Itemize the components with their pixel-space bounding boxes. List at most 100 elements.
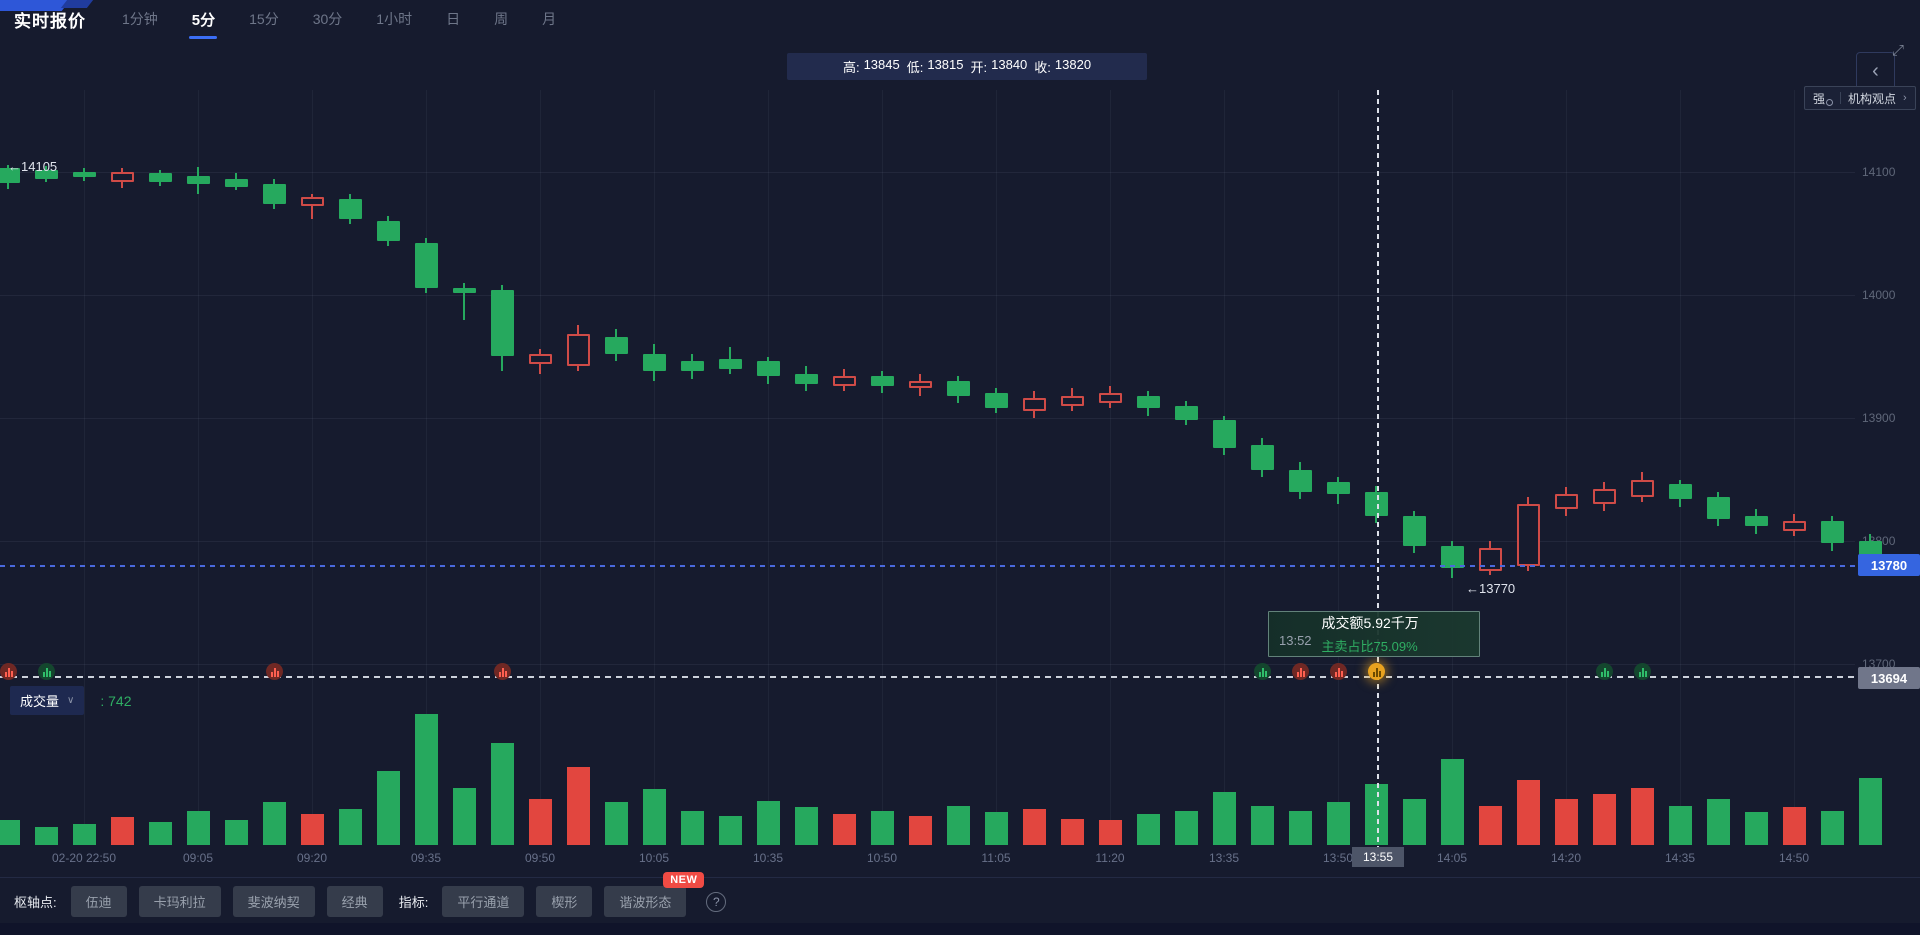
- candlestick[interactable]: [263, 184, 286, 204]
- pivot-button-伍迪[interactable]: 伍迪: [70, 886, 127, 917]
- candlestick[interactable]: [1707, 496, 1730, 519]
- candlestick[interactable]: [187, 175, 210, 185]
- volume-bar[interactable]: [149, 822, 172, 845]
- candlestick[interactable]: [1213, 420, 1236, 448]
- volume-bar[interactable]: [1593, 794, 1616, 845]
- candlestick[interactable]: [529, 354, 552, 364]
- candlestick[interactable]: [1061, 395, 1084, 406]
- signal-marker-icon[interactable]: [1368, 663, 1385, 680]
- candlestick[interactable]: [947, 381, 970, 396]
- volume-bar[interactable]: [73, 823, 96, 845]
- candlestick[interactable]: [453, 287, 476, 293]
- candlestick[interactable]: [415, 243, 438, 288]
- volume-bar[interactable]: [1555, 799, 1578, 845]
- volume-bar[interactable]: [1707, 799, 1730, 845]
- candlestick[interactable]: [1479, 548, 1502, 571]
- timeframe-tab-周[interactable]: 周: [494, 11, 509, 27]
- volume-indicator-dropdown[interactable]: 成交量 ∨: [10, 686, 85, 715]
- volume-bar[interactable]: [1631, 787, 1654, 845]
- candlestick[interactable]: [1821, 521, 1844, 544]
- volume-bar[interactable]: [1137, 813, 1160, 845]
- timeframe-tab-月[interactable]: 月: [542, 11, 557, 27]
- volume-bar[interactable]: [453, 787, 476, 845]
- signal-marker-icon[interactable]: [1634, 663, 1651, 680]
- candlestick[interactable]: [73, 172, 96, 177]
- volume-bar[interactable]: [757, 800, 780, 845]
- volume-bar[interactable]: [1023, 808, 1046, 845]
- volume-bar[interactable]: [871, 810, 894, 845]
- volume-bar[interactable]: [1441, 759, 1464, 845]
- candlestick[interactable]: [643, 354, 666, 372]
- pivot-button-经典[interactable]: 经典: [326, 886, 383, 917]
- volume-bar[interactable]: [1783, 807, 1806, 845]
- volume-bar[interactable]: [605, 802, 628, 845]
- indicator-button-平行通道[interactable]: 平行通道: [442, 886, 525, 917]
- candlestick[interactable]: [1327, 481, 1350, 495]
- candlestick[interactable]: [719, 358, 742, 369]
- volume-bar[interactable]: [1365, 784, 1388, 845]
- signal-marker-icon[interactable]: [0, 663, 17, 680]
- signal-marker-icon[interactable]: [38, 663, 55, 680]
- signal-marker-icon[interactable]: [266, 663, 283, 680]
- volume-bar[interactable]: [225, 820, 248, 845]
- signal-marker-icon[interactable]: [1292, 663, 1309, 680]
- candlestick[interactable]: [1137, 395, 1160, 409]
- candlestick[interactable]: [1289, 469, 1312, 492]
- volume-bar[interactable]: [719, 815, 742, 845]
- volume-bar[interactable]: [681, 810, 704, 845]
- candlestick[interactable]: [1745, 516, 1768, 527]
- candlestick[interactable]: [1099, 393, 1122, 404]
- volume-bar[interactable]: [377, 771, 400, 845]
- candlestick[interactable]: [377, 221, 400, 241]
- volume-bar[interactable]: [795, 807, 818, 845]
- candlestick[interactable]: [339, 199, 362, 219]
- volume-bar[interactable]: [415, 714, 438, 845]
- volume-bar[interactable]: [567, 767, 590, 845]
- volume-bar[interactable]: [1327, 802, 1350, 845]
- candlestick[interactable]: [1631, 479, 1654, 497]
- candlestick[interactable]: [1403, 516, 1426, 546]
- timeframe-tab-1分钟[interactable]: 1分钟: [122, 11, 158, 27]
- volume-bar[interactable]: [909, 816, 932, 845]
- candlestick[interactable]: [1783, 521, 1806, 532]
- volume-bar[interactable]: [1175, 810, 1198, 845]
- volume-bar[interactable]: [263, 802, 286, 845]
- volume-bar[interactable]: [1859, 777, 1882, 845]
- volume-bar[interactable]: [1099, 820, 1122, 845]
- volume-bar[interactable]: [985, 812, 1008, 845]
- candlestick[interactable]: [1593, 489, 1616, 505]
- signal-marker-icon[interactable]: [1596, 663, 1613, 680]
- pivot-button-斐波纳契[interactable]: 斐波纳契: [232, 886, 315, 917]
- volume-bar[interactable]: [833, 813, 856, 845]
- candlestick[interactable]: [1441, 545, 1464, 569]
- timeframe-tab-15分[interactable]: 15分: [249, 11, 279, 27]
- volume-bar[interactable]: [339, 808, 362, 845]
- volume-bar[interactable]: [1289, 810, 1312, 845]
- help-icon[interactable]: ?: [706, 891, 727, 912]
- timeframe-tab-日[interactable]: 日: [446, 11, 461, 27]
- expand-icon[interactable]: ⤢: [1892, 42, 1905, 59]
- candlestick[interactable]: [909, 381, 932, 389]
- candlestick[interactable]: [795, 373, 818, 384]
- candlestick[interactable]: [605, 336, 628, 355]
- candlestick[interactable]: [149, 173, 172, 182]
- pane-separator-dashed-line[interactable]: [0, 676, 1858, 678]
- indicator-button-谐波形态[interactable]: 谐波形态 NEW: [604, 872, 705, 917]
- candlestick[interactable]: [111, 172, 134, 182]
- volume-bar[interactable]: [491, 742, 514, 845]
- volume-bar[interactable]: [1821, 810, 1844, 845]
- volume-bar[interactable]: [187, 810, 210, 845]
- volume-bar[interactable]: [643, 789, 666, 845]
- volume-bar[interactable]: [1213, 791, 1236, 845]
- candlestick[interactable]: [567, 334, 590, 367]
- volume-bar[interactable]: [947, 805, 970, 845]
- indicator-button-楔形[interactable]: 楔形: [536, 886, 593, 917]
- volume-bar[interactable]: [0, 820, 20, 845]
- candlestick[interactable]: [757, 361, 780, 377]
- volume-bar[interactable]: [1745, 812, 1768, 845]
- volume-bar[interactable]: [1669, 805, 1692, 845]
- candlestick[interactable]: [1175, 405, 1198, 421]
- candlestick[interactable]: [491, 290, 514, 357]
- volume-bar[interactable]: [529, 799, 552, 845]
- candlestick[interactable]: [1023, 398, 1046, 411]
